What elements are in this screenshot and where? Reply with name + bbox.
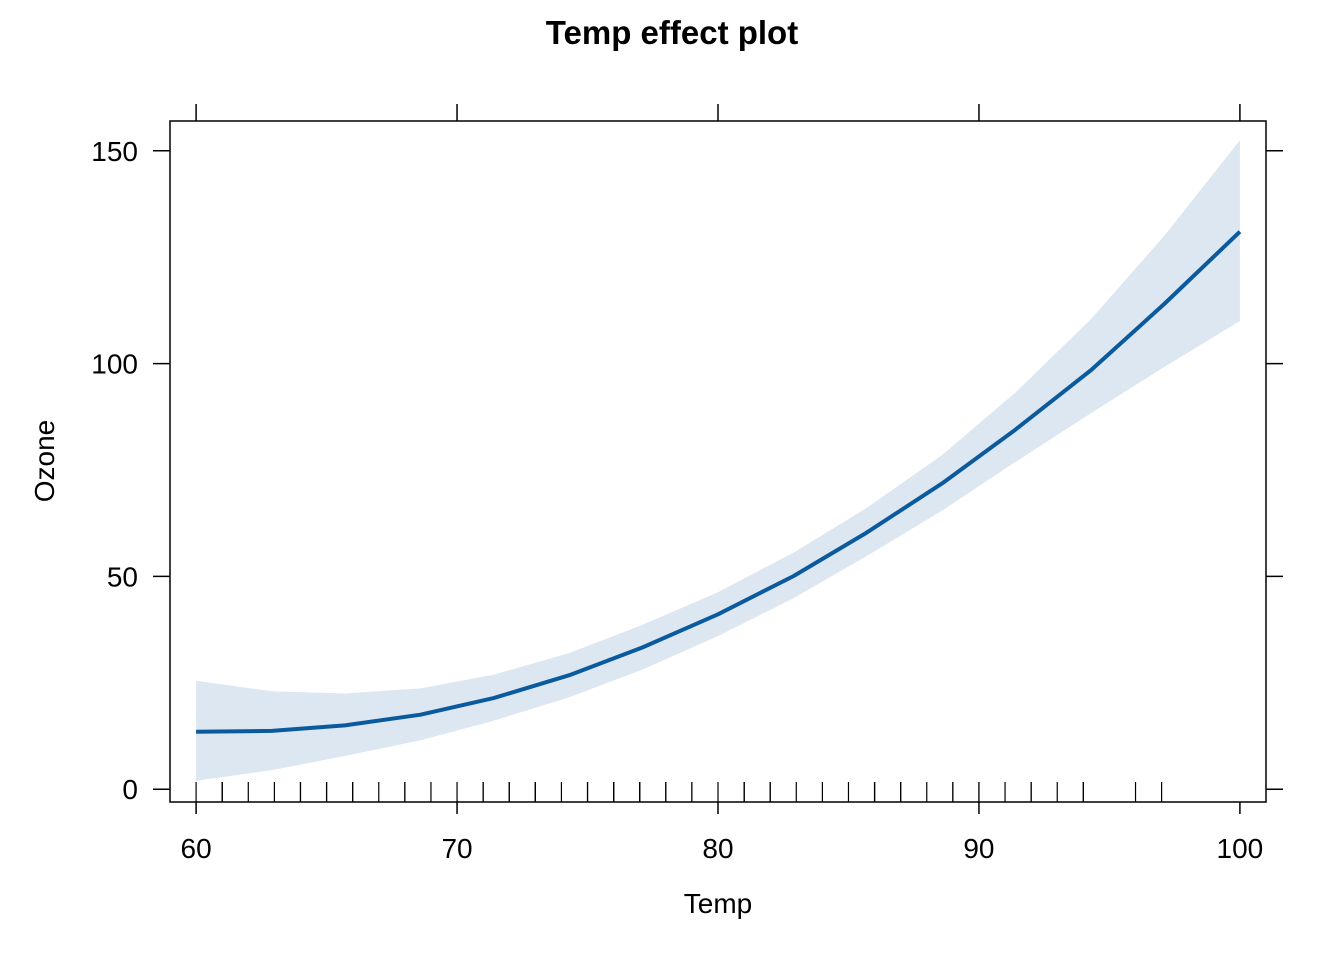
y-tick-label: 150 — [91, 136, 138, 167]
y-tick-label: 0 — [122, 774, 138, 805]
x-tick-label: 60 — [181, 833, 212, 864]
axis-ticks: 60 70 80 90 100 0 50 100 150 — [91, 104, 1283, 864]
chart-title: Temp effect plot — [546, 14, 798, 51]
x-tick-label: 90 — [963, 833, 994, 864]
y-tick-label: 50 — [107, 561, 138, 592]
fit-line-layer — [196, 230, 1242, 734]
rug-layer — [195, 782, 1163, 802]
confidence-band-layer — [196, 140, 1240, 781]
x-axis-label: Temp — [684, 888, 752, 919]
x-tick-label: 80 — [702, 833, 733, 864]
x-tick-label: 70 — [441, 833, 472, 864]
x-tick-label: 100 — [1217, 833, 1264, 864]
y-tick-label: 100 — [91, 349, 138, 380]
y-axis-label: Ozone — [29, 420, 60, 503]
confidence-band — [196, 140, 1240, 781]
fit-line — [196, 230, 1242, 734]
